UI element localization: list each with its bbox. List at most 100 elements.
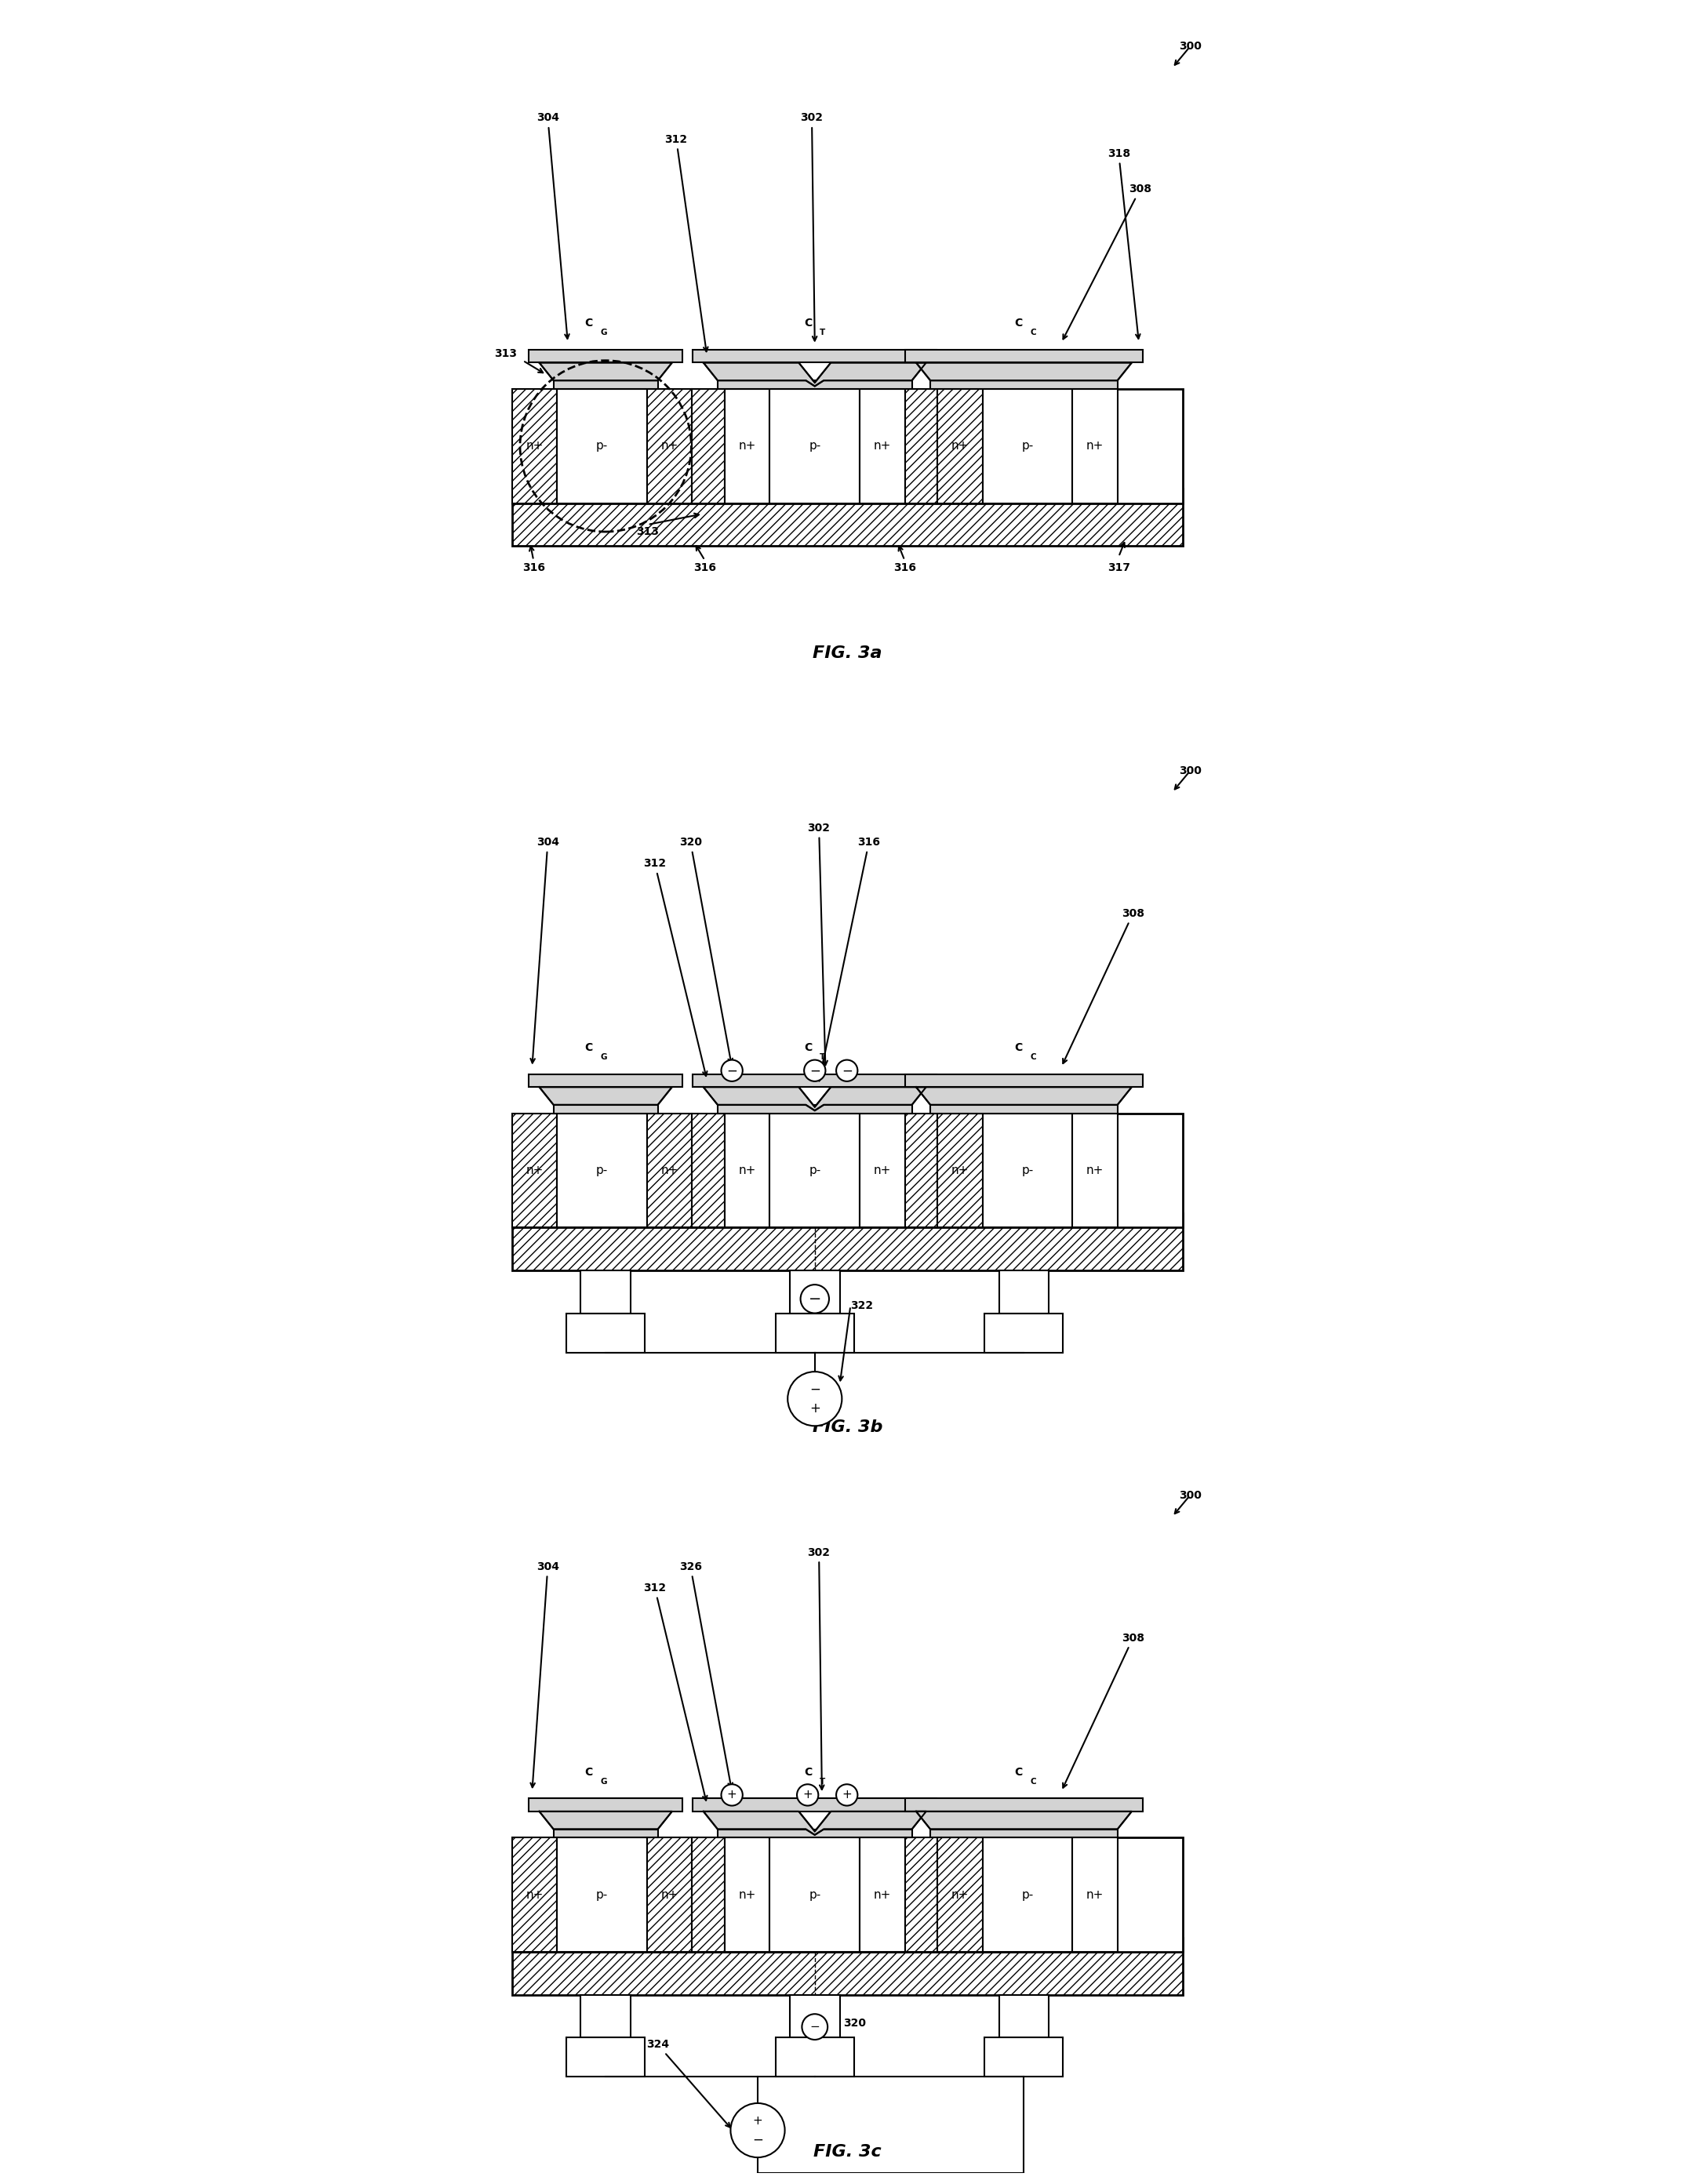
Bar bbox=[776, 1313, 854, 1352]
Text: +: + bbox=[727, 1789, 737, 1802]
Text: G: G bbox=[600, 330, 607, 336]
Text: C: C bbox=[585, 319, 593, 330]
Bar bbox=[983, 1837, 1073, 1952]
Bar bbox=[905, 1837, 937, 1952]
Bar bbox=[1073, 1114, 1117, 1227]
Text: n+: n+ bbox=[951, 1164, 970, 1177]
Text: T: T bbox=[820, 330, 825, 336]
Text: 312: 312 bbox=[644, 858, 707, 1077]
Text: +: + bbox=[753, 2114, 763, 2127]
Text: 313: 313 bbox=[636, 526, 659, 537]
Bar bbox=[859, 1837, 905, 1952]
Text: n+: n+ bbox=[1086, 441, 1103, 452]
Bar bbox=[647, 1114, 692, 1227]
Bar bbox=[512, 489, 1183, 546]
Text: p-: p- bbox=[809, 1889, 820, 1900]
Text: 302: 302 bbox=[800, 111, 824, 341]
Bar bbox=[770, 1837, 859, 1952]
Text: p-: p- bbox=[1022, 1889, 1034, 1900]
Text: n+: n+ bbox=[739, 1164, 756, 1177]
Bar bbox=[790, 1994, 839, 2038]
Text: 304: 304 bbox=[536, 111, 570, 339]
Bar bbox=[1073, 1837, 1117, 1952]
Text: n+: n+ bbox=[1086, 1164, 1103, 1177]
Text: 313: 313 bbox=[495, 347, 517, 358]
Text: −: − bbox=[809, 1382, 820, 1396]
Text: C: C bbox=[803, 1767, 812, 1778]
Circle shape bbox=[803, 1059, 825, 1081]
Bar bbox=[512, 389, 558, 502]
Polygon shape bbox=[915, 1811, 1132, 1830]
Bar bbox=[770, 1114, 859, 1227]
Text: 300: 300 bbox=[1178, 41, 1202, 52]
Text: −: − bbox=[809, 1291, 820, 1306]
Bar bbox=[512, 389, 1183, 502]
Bar bbox=[998, 1994, 1049, 2038]
Circle shape bbox=[802, 2014, 827, 2040]
Bar bbox=[693, 1800, 937, 1811]
Text: C: C bbox=[585, 1042, 593, 1053]
Text: 320: 320 bbox=[680, 836, 732, 1064]
Text: −: − bbox=[810, 2020, 820, 2033]
Text: G: G bbox=[600, 1053, 607, 1061]
Polygon shape bbox=[915, 363, 1132, 380]
Text: 300: 300 bbox=[1178, 764, 1202, 778]
Text: G: G bbox=[600, 1778, 607, 1784]
Text: n+: n+ bbox=[873, 1889, 892, 1900]
Bar bbox=[554, 1830, 658, 1837]
Bar bbox=[770, 389, 859, 502]
Bar bbox=[985, 1313, 1063, 1352]
Text: +: + bbox=[809, 1400, 820, 1415]
Bar bbox=[998, 1271, 1049, 1313]
Text: n+: n+ bbox=[1086, 1889, 1103, 1900]
Bar bbox=[693, 1075, 937, 1088]
Bar bbox=[566, 2038, 644, 2077]
Bar bbox=[1073, 389, 1117, 502]
Circle shape bbox=[836, 1059, 858, 1081]
Text: T: T bbox=[820, 1778, 825, 1784]
Text: n+: n+ bbox=[661, 1164, 678, 1177]
Bar bbox=[512, 1114, 558, 1227]
Circle shape bbox=[788, 1372, 842, 1426]
Text: n+: n+ bbox=[873, 441, 892, 452]
Text: C: C bbox=[1031, 1053, 1036, 1061]
Text: 320: 320 bbox=[844, 2018, 866, 2029]
Bar bbox=[512, 1214, 1183, 1271]
Text: 316: 316 bbox=[693, 561, 717, 572]
Text: C: C bbox=[1031, 330, 1036, 336]
Text: 308: 308 bbox=[1063, 909, 1144, 1064]
Text: C: C bbox=[1031, 1778, 1036, 1784]
Bar bbox=[725, 1114, 770, 1227]
Bar bbox=[931, 1105, 1117, 1114]
Bar bbox=[647, 389, 692, 502]
Text: C: C bbox=[1015, 1042, 1022, 1053]
Text: 302: 302 bbox=[807, 823, 831, 1066]
Circle shape bbox=[836, 1784, 858, 1806]
Bar bbox=[717, 1105, 912, 1114]
Bar bbox=[905, 389, 937, 502]
Bar bbox=[790, 1271, 839, 1313]
Text: 322: 322 bbox=[851, 1299, 873, 1313]
Bar bbox=[512, 1937, 1183, 1994]
Text: −: − bbox=[727, 1064, 737, 1077]
Text: n+: n+ bbox=[951, 1889, 970, 1900]
Text: C: C bbox=[803, 1042, 812, 1053]
Bar bbox=[558, 1114, 647, 1227]
Circle shape bbox=[722, 1784, 742, 1806]
Bar bbox=[554, 380, 658, 389]
Text: n+: n+ bbox=[873, 1164, 892, 1177]
Polygon shape bbox=[539, 1811, 671, 1830]
Text: p-: p- bbox=[597, 441, 609, 452]
Bar bbox=[554, 1105, 658, 1114]
Bar bbox=[937, 389, 983, 502]
Text: FIG. 3c: FIG. 3c bbox=[814, 2145, 881, 2160]
Bar bbox=[859, 1114, 905, 1227]
Polygon shape bbox=[915, 1088, 1132, 1105]
Polygon shape bbox=[703, 1088, 925, 1109]
Bar bbox=[937, 1114, 983, 1227]
Text: 312: 312 bbox=[644, 1583, 707, 1800]
Polygon shape bbox=[703, 363, 925, 387]
Bar bbox=[692, 1837, 725, 1952]
Text: −: − bbox=[841, 1064, 853, 1077]
Bar bbox=[529, 349, 683, 363]
